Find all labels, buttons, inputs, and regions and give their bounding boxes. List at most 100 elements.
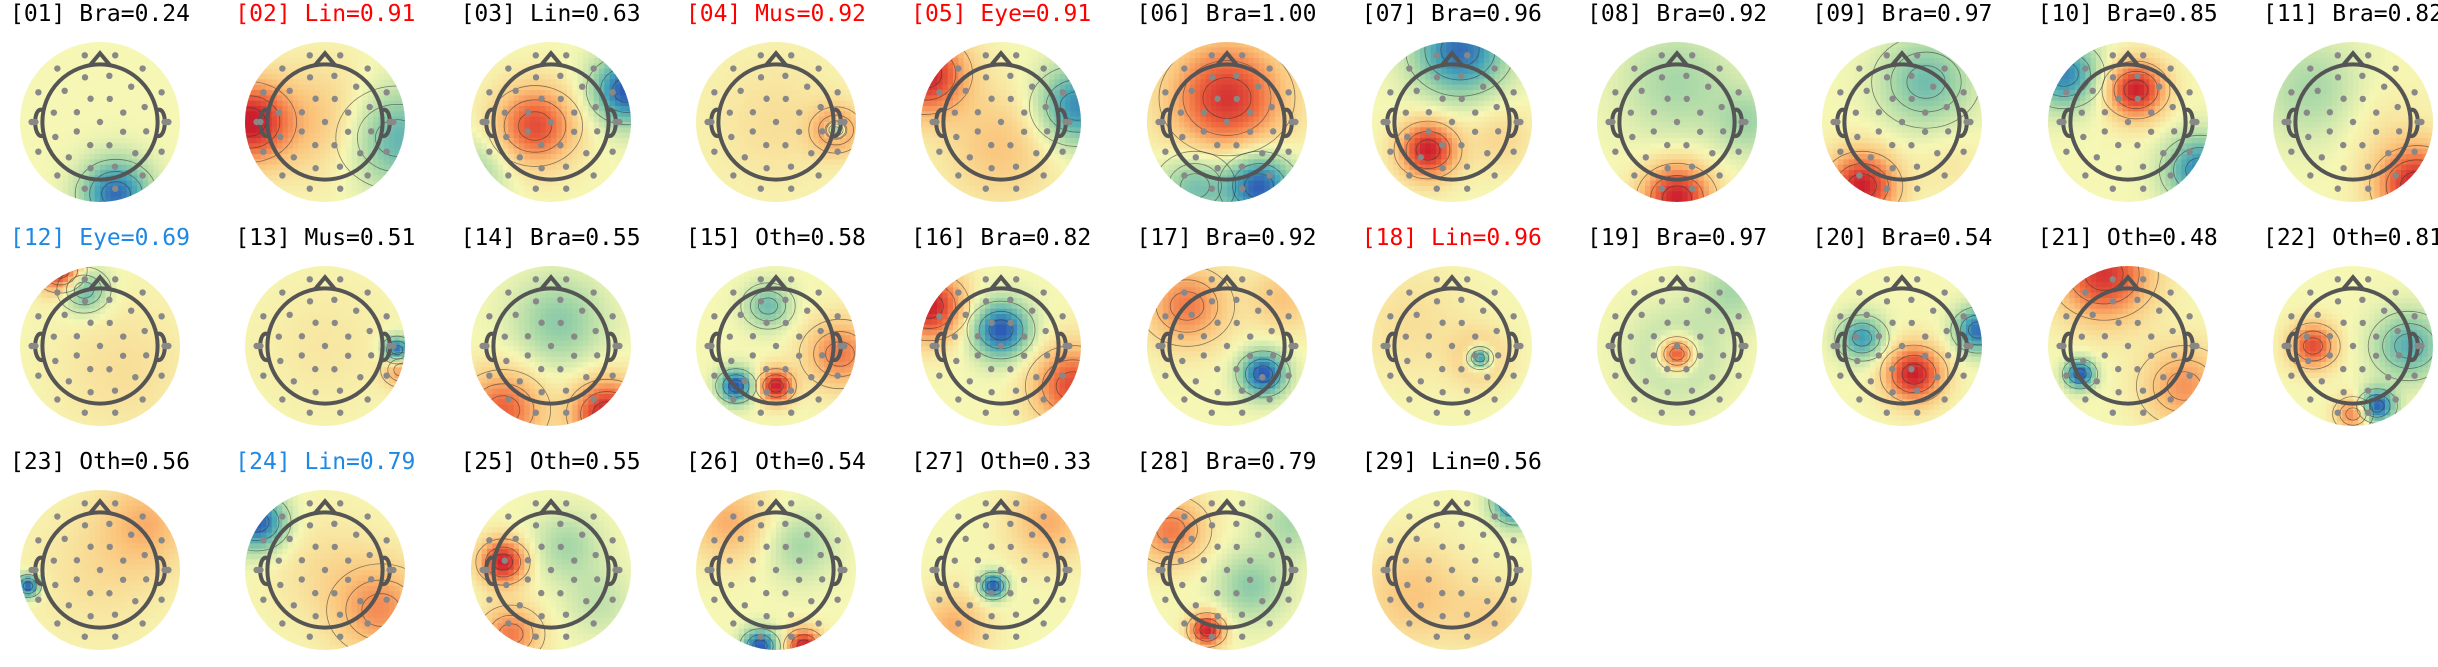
electrode-dot xyxy=(1029,307,1036,314)
electrode-dot xyxy=(757,74,765,81)
electrode-dot xyxy=(52,357,59,365)
electrode-dot xyxy=(532,185,539,192)
electrode-dot xyxy=(1650,128,1658,135)
electrode-dot xyxy=(2340,95,2347,102)
electrode-dot xyxy=(516,154,523,161)
electrode-dot xyxy=(485,148,493,155)
electrode-dot xyxy=(1180,396,1188,403)
electrode-dot xyxy=(306,409,314,416)
electrode-dot xyxy=(1042,103,1050,111)
electrode-dot xyxy=(1066,566,1073,574)
electrode-dot xyxy=(112,276,119,283)
electrode-dot xyxy=(1012,611,1020,618)
electrode-dot xyxy=(609,148,616,155)
electrode-dot xyxy=(524,109,531,116)
electrode-dot xyxy=(1709,373,1716,381)
electrode-dot xyxy=(322,118,329,126)
electrode-dot xyxy=(1246,128,1253,135)
electrode-dot xyxy=(988,95,995,102)
electrode-dot xyxy=(609,89,616,96)
electrode-dot xyxy=(1177,109,1184,116)
electrode-dot xyxy=(1425,352,1432,359)
electrode-dot xyxy=(1899,342,1906,350)
electrode-dot xyxy=(345,557,352,564)
electrode-dot xyxy=(974,352,982,359)
electrode-dot xyxy=(1267,551,1275,559)
electrode-dot xyxy=(1238,409,1245,416)
electrode-dot xyxy=(1458,366,1465,373)
electrode-dot xyxy=(81,409,88,416)
electrode-dot xyxy=(1405,172,1413,179)
electrode-dot xyxy=(290,378,298,385)
electrode-dot xyxy=(87,319,94,326)
electrode-dot xyxy=(1208,633,1215,640)
electrode-dot xyxy=(1638,311,1645,319)
electrode-dot xyxy=(1007,520,1014,528)
electrode-dot xyxy=(1853,109,1860,116)
electrode-dot xyxy=(936,537,943,544)
electrode-dot xyxy=(763,543,770,550)
electrode-dot xyxy=(1013,409,1020,416)
electrode-dot xyxy=(1033,597,1040,605)
electrode-dot xyxy=(1044,576,1051,583)
electrode-dot xyxy=(1448,566,1455,574)
electrode-dot xyxy=(106,590,113,597)
electrode-dot xyxy=(1837,313,1844,320)
electrode-dot xyxy=(1059,148,1067,155)
electrode-dot xyxy=(974,128,982,135)
electrode-dot xyxy=(2365,185,2372,192)
electrode-dot xyxy=(974,109,982,116)
electrode-dot xyxy=(795,576,803,583)
electrode-dot xyxy=(28,118,35,126)
electrode-dot xyxy=(1238,163,1245,170)
electrodes xyxy=(1154,52,1299,192)
electrode-dot xyxy=(1208,409,1215,416)
electrode-dot xyxy=(1208,298,1215,305)
electrode-dot xyxy=(1254,83,1261,90)
electrode-dot xyxy=(1059,313,1067,320)
electrode-dot xyxy=(772,342,780,350)
electrode-dot xyxy=(1967,342,1974,350)
electrode-dot xyxy=(2167,396,2174,403)
electrode-dot xyxy=(1516,118,1524,126)
electrode-dot xyxy=(1458,95,1465,103)
electrode-dot xyxy=(96,118,104,126)
electrode-dot xyxy=(1413,535,1420,543)
electrode-dot xyxy=(1007,72,1014,80)
electrode-dot xyxy=(368,128,375,135)
electrode-dot xyxy=(578,83,585,90)
electrode-dot xyxy=(1187,535,1195,543)
electrode-dot xyxy=(485,537,493,544)
electrode-dot xyxy=(1930,83,1937,90)
head-outline xyxy=(2060,50,2195,182)
topomap xyxy=(1146,490,1307,650)
electrode-dot xyxy=(615,118,623,126)
electrode-dot xyxy=(982,185,990,192)
electrode-dot xyxy=(570,352,577,359)
electrode-dot xyxy=(538,388,545,396)
electrode-dot xyxy=(2392,65,2399,72)
electrode-dot xyxy=(1200,109,1207,116)
electrode-dot xyxy=(1683,296,1690,304)
ic-component-05: [05] Eye=0.91 xyxy=(911,0,1131,210)
electrode-dot xyxy=(1463,276,1471,283)
electrode-dot xyxy=(787,185,795,192)
electrode-dot xyxy=(1232,72,1240,80)
electrode-dot xyxy=(524,128,531,135)
electrode-dot xyxy=(165,566,172,574)
electrodes xyxy=(1605,276,1749,416)
electrode-dot xyxy=(2109,298,2116,305)
electrode-dot xyxy=(726,109,733,116)
electrode-dot xyxy=(1479,83,1487,90)
electrode-dot xyxy=(383,596,391,603)
electrode-dot xyxy=(87,589,94,597)
electrode-dot xyxy=(1884,74,1891,81)
electrode-dot xyxy=(988,365,995,373)
electrode-dot xyxy=(2081,396,2089,403)
electrode-dot xyxy=(111,387,119,394)
electrode-dot xyxy=(390,342,397,350)
electrode-dot xyxy=(757,276,764,283)
electrode-dot xyxy=(139,396,146,403)
electrode-dot xyxy=(988,589,995,597)
ic-component-25: [25] Oth=0.55 xyxy=(461,448,681,658)
